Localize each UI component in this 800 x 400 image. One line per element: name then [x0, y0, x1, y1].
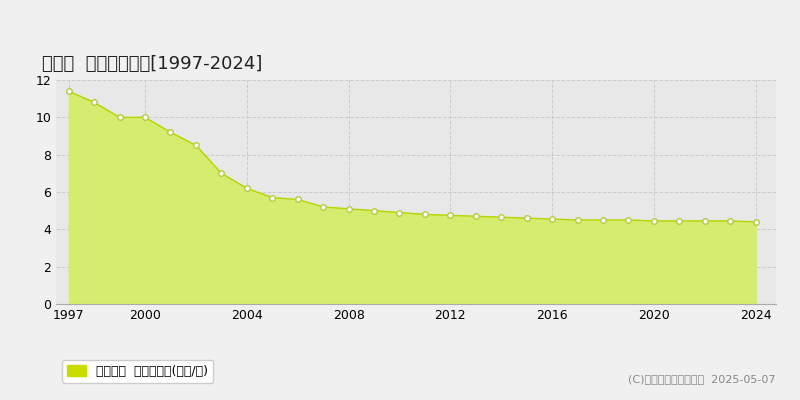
Legend: 基準地価  平均坤単価(万円/坤): 基準地価 平均坤単価(万円/坤)	[62, 360, 213, 382]
Text: (C)土地価格ドットコム  2025-05-07: (C)土地価格ドットコム 2025-05-07	[629, 374, 776, 384]
Text: 東庄町  基準地価推移[1997-2024]: 東庄町 基準地価推移[1997-2024]	[42, 55, 262, 73]
